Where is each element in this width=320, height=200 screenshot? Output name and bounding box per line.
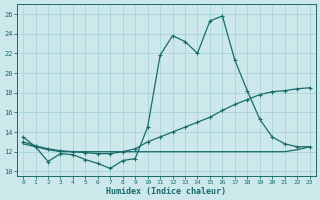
X-axis label: Humidex (Indice chaleur): Humidex (Indice chaleur) [106,187,226,196]
